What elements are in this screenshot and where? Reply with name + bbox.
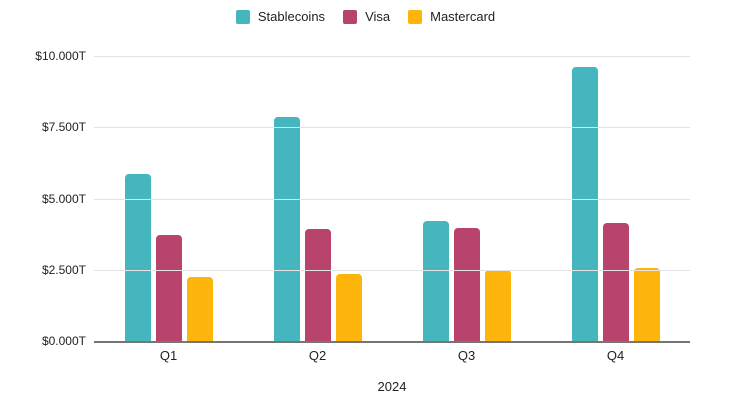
bar-mastercard-q2 bbox=[335, 274, 362, 341]
bar-stablecoins-q3 bbox=[422, 221, 449, 341]
legend-item: Mastercard bbox=[408, 9, 495, 24]
plot-area bbox=[94, 56, 690, 343]
bar-group-q4 bbox=[541, 56, 690, 341]
bar-visa-q4 bbox=[602, 222, 629, 341]
y-tick-label: $7.500T bbox=[41, 120, 86, 135]
bar-group-q3 bbox=[392, 56, 541, 341]
y-axis-labels: $0.000T $2.500T $5.000T $7.500T $10.000T bbox=[0, 49, 86, 348]
x-tick-label: Q2 bbox=[308, 348, 327, 363]
bar-group-q2 bbox=[243, 56, 392, 341]
bar-visa-q2 bbox=[304, 229, 331, 341]
bar-stablecoins-q2 bbox=[273, 117, 300, 341]
x-tick-label: Q3 bbox=[457, 348, 476, 363]
legend-swatch-mastercard bbox=[408, 9, 423, 24]
bar-groups bbox=[94, 56, 690, 341]
legend-label: Stablecoins bbox=[257, 9, 326, 24]
gridline bbox=[94, 56, 690, 57]
gridline bbox=[94, 127, 690, 129]
x-tick-label: Q1 bbox=[159, 348, 178, 363]
gridline bbox=[94, 198, 690, 200]
y-tick-label: $10.000T bbox=[35, 49, 86, 63]
bar-stablecoins-q4 bbox=[571, 67, 598, 341]
gridline bbox=[94, 269, 690, 271]
legend-label: Visa bbox=[365, 9, 391, 24]
x-axis-title: 2024 bbox=[377, 379, 407, 394]
y-tick-label: $2.500T bbox=[41, 262, 86, 277]
bar-visa-q1 bbox=[155, 234, 182, 341]
legend-swatch-visa bbox=[343, 9, 358, 24]
bar-visa-q3 bbox=[453, 227, 480, 341]
legend: Stablecoins Visa Mastercard bbox=[0, 9, 731, 24]
x-tick-label: Q4 bbox=[606, 348, 625, 363]
legend-label: Mastercard bbox=[430, 9, 496, 24]
bar-mastercard-q4 bbox=[633, 268, 660, 341]
x-axis-labels: Q1 Q2 Q3 Q4 bbox=[94, 348, 690, 363]
bar-mastercard-q3 bbox=[484, 269, 511, 341]
bar-group-q1 bbox=[94, 56, 243, 341]
bar-mastercard-q1 bbox=[186, 276, 213, 341]
legend-item: Stablecoins bbox=[235, 9, 326, 24]
bar-stablecoins-q1 bbox=[124, 174, 151, 341]
y-tick-label: $5.000T bbox=[41, 191, 86, 206]
legend-item: Visa bbox=[343, 9, 390, 24]
legend-swatch-stablecoins bbox=[235, 9, 250, 24]
y-tick-label: $0.000T bbox=[41, 334, 86, 348]
